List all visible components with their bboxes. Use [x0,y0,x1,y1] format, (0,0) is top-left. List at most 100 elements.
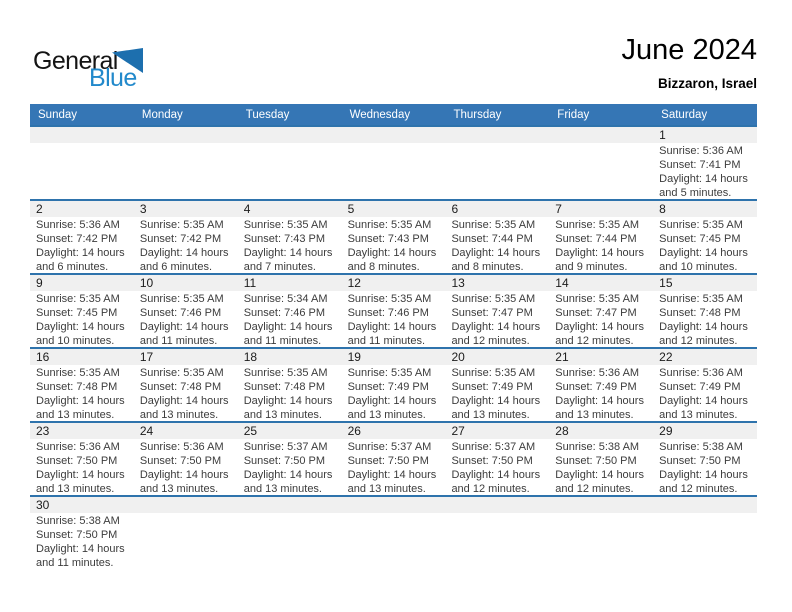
day-detail-line: Daylight: 14 hours [36,321,125,333]
day-detail-line: and 11 minutes. [243,335,322,347]
weekday-thursday: Thursday [453,108,502,121]
calendar-day-cell: 27 Sunrise: 5:37 AM Sunset: 7:50 PM Dayligh… [445,423,550,495]
calendar-day-cell: 15 Sunrise: 5:35 AM Sunset: 7:48 PM Dayligh… [653,275,758,347]
day-detail-line: Sunset: 7:50 PM [36,529,118,541]
day-detail-line: and 9 minutes. [555,261,628,273]
day-detail-line: Daylight: 14 hours [555,247,644,259]
calendar-week-row: 16 Sunrise: 5:35 AM Sunset: 7:48 PM Dayligh… [30,347,758,421]
day-number: 29 [653,423,758,439]
day-details: Sunrise: 5:35 AM Sunset: 7:47 PM Daylight:… [549,291,653,347]
day-detail-line: Daylight: 14 hours [139,321,229,333]
logo-text-blue: Blue [89,64,137,92]
weekday-sunday: Sunday [38,108,78,121]
calendar-day-cell: 14 Sunrise: 5:35 AM Sunset: 7:47 PM Dayligh… [549,275,654,347]
day-detail-line: Sunrise: 5:35 AM [451,293,536,305]
day-number: 5 [341,201,446,217]
day-number: 10 [133,275,238,291]
day-detail-line: Daylight: 14 hours [451,395,541,407]
calendar-grid: 1 Sunrise: 5:36 AM Sunset: 7:41 PM Daylight… [30,125,758,583]
day-number: 11 [237,275,342,291]
calendar-empty-cell [133,497,238,583]
calendar-day-cell: 28 Sunrise: 5:38 AM Sunset: 7:50 PM Dayligh… [549,423,654,495]
day-detail-line: Sunrise: 5:35 AM [139,293,224,305]
calendar-day-cell: 20 Sunrise: 5:35 AM Sunset: 7:49 PM Dayligh… [445,349,550,421]
day-detail-line: and 12 minutes. [555,335,634,347]
calendar-day-cell: 11 Sunrise: 5:34 AM Sunset: 7:46 PM Dayligh… [237,275,342,347]
day-details: Sunrise: 5:35 AM Sunset: 7:43 PM Daylight:… [238,217,342,273]
day-details: Sunrise: 5:35 AM Sunset: 7:42 PM Daylight:… [134,217,238,273]
calendar-empty-cell [341,127,446,199]
day-detail-line: Daylight: 14 hours [36,469,125,481]
day-number [30,127,134,143]
day-detail-line: Sunset: 7:50 PM [139,455,222,467]
day-number [341,497,446,513]
calendar-week-row: 9 Sunrise: 5:35 AM Sunset: 7:45 PM Daylight… [30,273,758,347]
day-detail-line: Sunrise: 5:36 AM [36,219,120,231]
day-detail-line: Daylight: 14 hours [243,469,333,481]
calendar-day-cell: 25 Sunrise: 5:37 AM Sunset: 7:50 PM Dayligh… [237,423,342,495]
day-number: 30 [30,497,134,513]
day-number: 18 [237,349,342,365]
day-number: 6 [445,201,550,217]
weekday-saturday: Saturday [661,108,708,121]
day-detail-line: Sunset: 7:50 PM [243,455,326,467]
calendar-day-cell: 3 Sunrise: 5:35 AM Sunset: 7:42 PM Daylight… [133,201,238,273]
day-detail-line: Sunset: 7:50 PM [451,455,533,467]
day-number [133,497,238,513]
day-number: 12 [341,275,446,291]
day-number: 19 [341,349,446,365]
day-details: Sunrise: 5:35 AM Sunset: 7:43 PM Daylight:… [342,217,446,273]
day-details: Sunrise: 5:36 AM Sunset: 7:41 PM Daylight:… [653,143,757,199]
day-number: 26 [341,423,446,439]
day-detail-line: and 13 minutes. [243,409,322,421]
day-number: 16 [30,349,134,365]
calendar-week-row: 2 Sunrise: 5:36 AM Sunset: 7:42 PM Daylight… [30,199,758,273]
day-detail-line: and 13 minutes. [347,483,426,495]
day-number: 22 [653,349,758,365]
day-detail-line: Sunrise: 5:35 AM [659,293,743,305]
day-detail-line: Daylight: 14 hours [243,321,333,333]
day-details: Sunrise: 5:35 AM Sunset: 7:44 PM Daylight:… [445,217,549,273]
day-detail-line: Sunrise: 5:37 AM [451,441,536,453]
day-details: Sunrise: 5:36 AM Sunset: 7:49 PM Daylight:… [549,365,653,421]
day-detail-line: Daylight: 14 hours [36,247,125,259]
calendar-empty-cell [237,497,342,583]
day-detail-line: Daylight: 14 hours [243,247,333,259]
day-detail-line: Daylight: 14 hours [659,247,748,259]
day-detail-line: Sunrise: 5:35 AM [451,367,536,379]
day-details: Sunrise: 5:36 AM Sunset: 7:50 PM Daylight:… [30,439,134,495]
day-detail-line: Sunset: 7:49 PM [347,381,429,393]
calendar-day-cell: 24 Sunrise: 5:36 AM Sunset: 7:50 PM Dayligh… [133,423,238,495]
day-detail-line: Daylight: 14 hours [555,321,644,333]
day-detail-line: Sunset: 7:47 PM [451,307,533,319]
day-details: Sunrise: 5:35 AM Sunset: 7:48 PM Daylight:… [238,365,342,421]
day-detail-line: Sunrise: 5:34 AM [243,293,328,305]
day-details: Sunrise: 5:35 AM Sunset: 7:46 PM Daylight:… [342,291,446,347]
calendar-day-cell: 19 Sunrise: 5:35 AM Sunset: 7:49 PM Dayligh… [341,349,446,421]
day-detail-line: and 13 minutes. [659,409,738,421]
day-detail-line: Sunset: 7:50 PM [347,455,429,467]
day-detail-line: Sunset: 7:48 PM [36,381,118,393]
day-detail-line: Daylight: 14 hours [659,173,748,185]
location-subtitle: Bizzaron, Israel [657,76,757,91]
day-detail-line: and 8 minutes. [451,261,524,273]
day-detail-line: Sunrise: 5:35 AM [347,219,432,231]
day-detail-line: Sunset: 7:44 PM [555,233,637,245]
day-detail-line: Sunset: 7:45 PM [659,233,741,245]
day-number: 14 [549,275,654,291]
day-detail-line: Sunrise: 5:35 AM [139,219,224,231]
day-detail-line: Sunset: 7:45 PM [36,307,118,319]
day-detail-line: and 13 minutes. [36,483,115,495]
day-detail-line: Daylight: 14 hours [347,395,437,407]
day-detail-line: Sunrise: 5:36 AM [659,367,743,379]
day-detail-line: Sunset: 7:50 PM [36,455,118,467]
day-detail-line: Sunset: 7:49 PM [659,381,741,393]
calendar-day-cell: 18 Sunrise: 5:35 AM Sunset: 7:48 PM Dayligh… [237,349,342,421]
calendar-empty-cell [341,497,446,583]
calendar-day-cell: 30 Sunrise: 5:38 AM Sunset: 7:50 PM Dayligh… [30,497,134,583]
day-detail-line: Sunrise: 5:35 AM [139,367,224,379]
day-detail-line: Sunset: 7:50 PM [659,455,741,467]
day-number: 28 [549,423,654,439]
calendar-day-cell: 26 Sunrise: 5:37 AM Sunset: 7:50 PM Dayligh… [341,423,446,495]
day-details: Sunrise: 5:35 AM Sunset: 7:48 PM Daylight:… [30,365,134,421]
